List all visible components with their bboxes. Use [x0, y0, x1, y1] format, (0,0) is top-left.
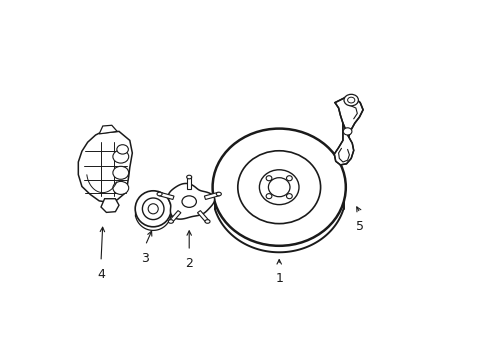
Ellipse shape: [347, 97, 355, 103]
Polygon shape: [78, 131, 132, 202]
Ellipse shape: [135, 191, 171, 227]
Ellipse shape: [238, 151, 320, 224]
Text: 1: 1: [275, 272, 283, 285]
Ellipse shape: [182, 196, 196, 207]
Text: 5: 5: [356, 220, 364, 233]
Polygon shape: [168, 184, 215, 219]
Ellipse shape: [113, 166, 129, 179]
Polygon shape: [99, 125, 117, 134]
Polygon shape: [101, 199, 119, 212]
Text: 3: 3: [141, 252, 149, 265]
Ellipse shape: [143, 198, 164, 220]
Ellipse shape: [266, 176, 272, 181]
Ellipse shape: [259, 170, 299, 204]
Polygon shape: [170, 211, 181, 222]
Ellipse shape: [269, 178, 290, 197]
Polygon shape: [334, 123, 354, 165]
Polygon shape: [197, 211, 209, 222]
Ellipse shape: [205, 220, 210, 223]
Ellipse shape: [187, 175, 192, 179]
Ellipse shape: [287, 194, 292, 199]
Ellipse shape: [169, 220, 173, 223]
Ellipse shape: [113, 150, 129, 163]
Ellipse shape: [344, 94, 358, 106]
Text: 4: 4: [97, 268, 105, 281]
Ellipse shape: [216, 192, 221, 196]
Ellipse shape: [266, 194, 272, 199]
Ellipse shape: [117, 145, 128, 154]
Ellipse shape: [343, 128, 352, 135]
Polygon shape: [204, 192, 220, 199]
Ellipse shape: [113, 181, 129, 194]
Polygon shape: [187, 177, 191, 189]
Ellipse shape: [148, 204, 158, 214]
Polygon shape: [335, 97, 363, 137]
Ellipse shape: [287, 176, 292, 181]
Ellipse shape: [213, 129, 346, 246]
Ellipse shape: [157, 192, 162, 196]
Text: 2: 2: [185, 257, 193, 270]
Polygon shape: [159, 192, 174, 199]
